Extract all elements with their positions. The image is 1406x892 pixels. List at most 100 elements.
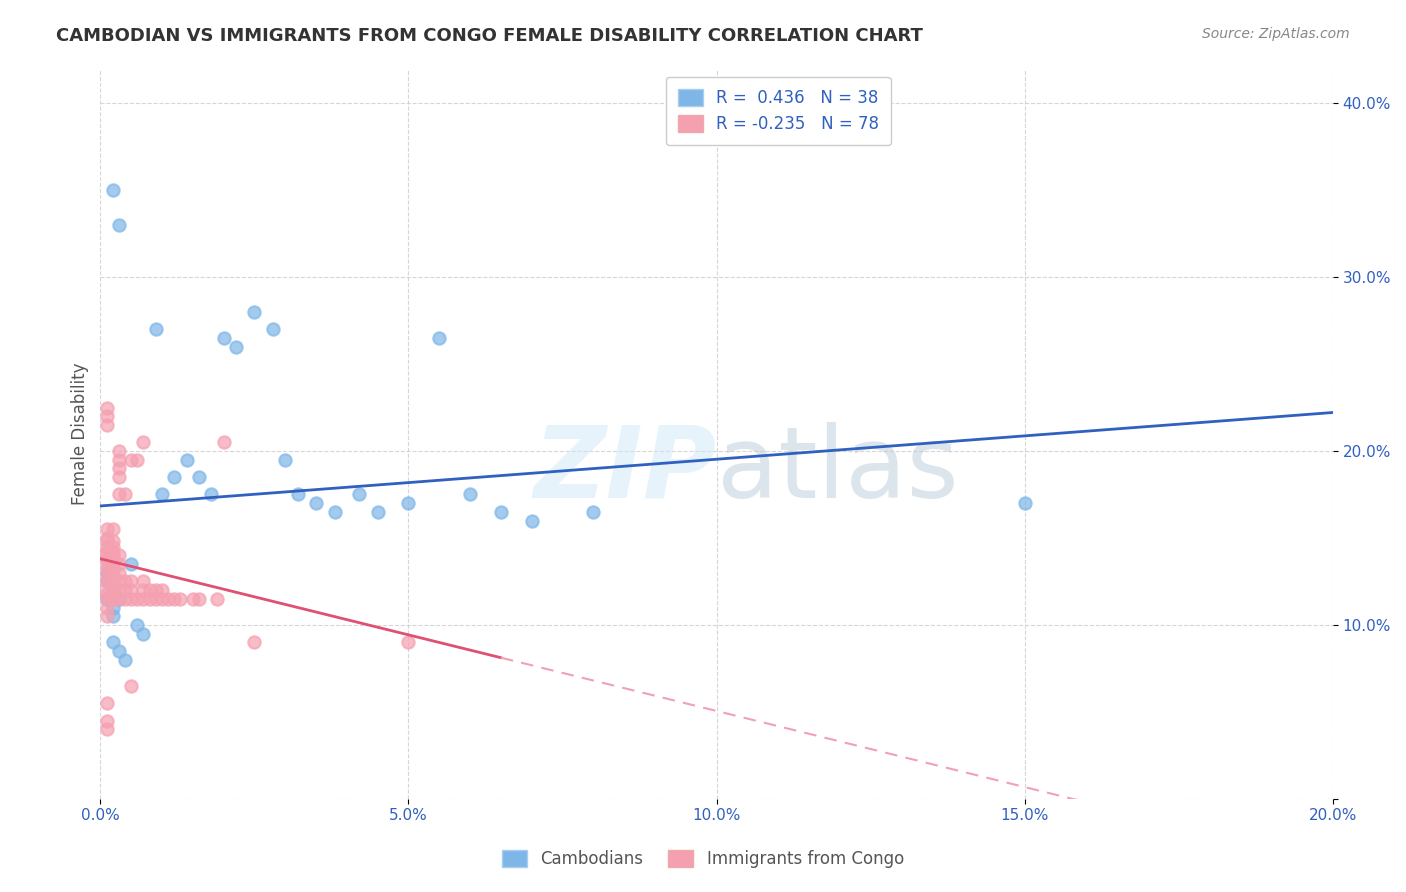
Point <box>212 331 235 345</box>
Point <box>207 591 229 606</box>
Point <box>187 591 209 606</box>
Point <box>138 591 160 606</box>
Point <box>127 618 149 632</box>
Point <box>101 557 124 571</box>
Point <box>181 591 204 606</box>
Point <box>101 534 124 549</box>
Point <box>1014 496 1036 510</box>
Point <box>108 461 131 475</box>
Point <box>176 452 198 467</box>
Point <box>96 540 118 554</box>
Point <box>114 487 136 501</box>
Point <box>101 591 124 606</box>
Point <box>150 487 173 501</box>
Point <box>323 505 346 519</box>
Point <box>96 574 118 589</box>
Text: Source: ZipAtlas.com: Source: ZipAtlas.com <box>1202 27 1350 41</box>
Point <box>243 635 266 649</box>
Point <box>101 609 124 624</box>
Point <box>169 591 191 606</box>
Point <box>114 583 136 598</box>
Point <box>108 470 131 484</box>
Point <box>132 574 155 589</box>
Point <box>101 583 124 598</box>
Point <box>398 635 420 649</box>
Point <box>520 514 543 528</box>
Point <box>108 452 131 467</box>
Point <box>101 183 124 197</box>
Point <box>114 653 136 667</box>
Point <box>96 557 118 571</box>
Point <box>101 583 124 598</box>
Point <box>101 522 124 536</box>
Point <box>132 626 155 640</box>
Point <box>96 723 118 737</box>
Point <box>101 600 124 615</box>
Point <box>96 574 118 589</box>
Point <box>305 496 328 510</box>
Point <box>163 470 186 484</box>
Point <box>93 549 115 563</box>
Point <box>127 452 149 467</box>
Point <box>101 549 124 563</box>
Point <box>96 522 118 536</box>
Point <box>427 331 450 345</box>
Point <box>96 401 118 415</box>
Point <box>96 696 118 710</box>
Point <box>262 322 284 336</box>
Point <box>132 435 155 450</box>
Point <box>187 470 209 484</box>
Point <box>96 569 118 583</box>
Point <box>96 534 118 549</box>
Point <box>96 591 118 606</box>
Point <box>108 557 131 571</box>
Point <box>96 586 118 600</box>
Point <box>96 591 118 606</box>
Point <box>101 545 124 559</box>
Legend: Cambodians, Immigrants from Congo: Cambodians, Immigrants from Congo <box>495 843 911 875</box>
Point <box>101 569 124 583</box>
Point <box>274 452 297 467</box>
Point <box>108 549 131 563</box>
Point <box>145 591 167 606</box>
Point <box>132 583 155 598</box>
Point <box>120 452 142 467</box>
Point <box>145 583 167 598</box>
Y-axis label: Female Disability: Female Disability <box>72 362 89 505</box>
Point <box>398 496 420 510</box>
Point <box>489 505 512 519</box>
Point <box>145 322 167 336</box>
Point <box>200 487 222 501</box>
Point <box>150 591 173 606</box>
Point <box>101 566 124 580</box>
Point <box>367 505 389 519</box>
Point <box>120 591 142 606</box>
Point <box>101 574 124 589</box>
Point <box>101 557 124 571</box>
Legend: R =  0.436   N = 38, R = -0.235   N = 78: R = 0.436 N = 38, R = -0.235 N = 78 <box>666 77 890 145</box>
Point <box>243 305 266 319</box>
Text: ZIP: ZIP <box>533 422 717 518</box>
Point <box>120 583 142 598</box>
Point <box>108 644 131 658</box>
Point <box>108 591 131 606</box>
Point <box>120 679 142 693</box>
Point <box>93 583 115 598</box>
Point <box>108 218 131 232</box>
Point <box>96 566 118 580</box>
Point <box>96 409 118 424</box>
Point <box>108 574 131 589</box>
Point <box>458 487 481 501</box>
Point <box>101 540 124 554</box>
Point <box>101 591 124 606</box>
Point <box>212 435 235 450</box>
Point <box>347 487 370 501</box>
Point <box>96 545 118 559</box>
Point <box>96 417 118 432</box>
Point <box>101 635 124 649</box>
Point <box>132 591 155 606</box>
Point <box>108 566 131 580</box>
Point <box>108 444 131 458</box>
Point <box>127 591 149 606</box>
Point <box>114 591 136 606</box>
